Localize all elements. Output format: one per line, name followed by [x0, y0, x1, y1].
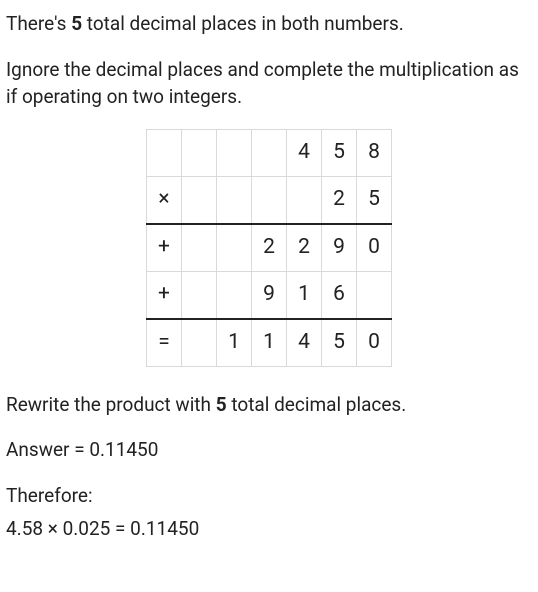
digit-cell: 4: [287, 129, 322, 176]
table-row: + 2 2 9 0: [147, 224, 392, 272]
digit-cell: 8: [357, 129, 392, 176]
digit-cell: 5: [357, 176, 392, 224]
digit-cell: 5: [322, 129, 357, 176]
answer-line: Answer = 0.11450: [6, 436, 532, 464]
table-row: × 2 5: [147, 176, 392, 224]
rewrite-line: Rewrite the product with 5 total decimal…: [6, 391, 532, 419]
digit-cell: [182, 271, 217, 319]
instruction-line: Ignore the decimal places and complete t…: [6, 56, 532, 111]
table-row: 4 5 8: [147, 129, 392, 176]
digit-cell: [357, 271, 392, 319]
digit-cell: 2: [322, 176, 357, 224]
digit-cell: [217, 176, 252, 224]
op-cell: +: [147, 224, 182, 272]
digit-cell: 1: [287, 271, 322, 319]
digit-cell: [182, 319, 217, 367]
digit-cell: [252, 129, 287, 176]
digit-cell: 9: [322, 224, 357, 272]
digit-cell: [217, 271, 252, 319]
digit-cell: [217, 129, 252, 176]
table-row: + 9 1 6: [147, 271, 392, 319]
digit-cell: 0: [357, 319, 392, 367]
intro-prefix: There's: [6, 12, 71, 35]
rewrite-bold: 5: [216, 393, 227, 416]
rewrite-prefix: Rewrite the product with: [6, 393, 216, 416]
digit-cell: [182, 129, 217, 176]
digit-cell: 4: [287, 319, 322, 367]
digit-cell: [252, 176, 287, 224]
digit-cell: 1: [252, 319, 287, 367]
op-cell: [147, 129, 182, 176]
intro-suffix: total decimal places in both numbers.: [82, 12, 404, 35]
multiplication-table: 4 5 8 × 2 5 + 2 2 9 0 + 9: [146, 129, 392, 367]
digit-cell: [287, 176, 322, 224]
digit-cell: [217, 224, 252, 272]
rewrite-suffix: total decimal places.: [227, 393, 407, 416]
op-cell: +: [147, 271, 182, 319]
table-row: = 1 1 4 5 0: [147, 319, 392, 367]
digit-cell: [182, 224, 217, 272]
digit-cell: [182, 176, 217, 224]
op-cell: ×: [147, 176, 182, 224]
digit-cell: 2: [252, 224, 287, 272]
digit-cell: 5: [322, 319, 357, 367]
intro-bold: 5: [71, 12, 82, 35]
digit-cell: 0: [357, 224, 392, 272]
digit-cell: 9: [252, 271, 287, 319]
digit-cell: 6: [322, 271, 357, 319]
intro-line: There's 5 total decimal places in both n…: [6, 10, 532, 38]
therefore-label: Therefore:: [6, 482, 532, 510]
op-cell: =: [147, 319, 182, 367]
digit-cell: 1: [217, 319, 252, 367]
digit-cell: 2: [287, 224, 322, 272]
final-equation: 4.58 × 0.025 = 0.11450: [6, 515, 532, 543]
